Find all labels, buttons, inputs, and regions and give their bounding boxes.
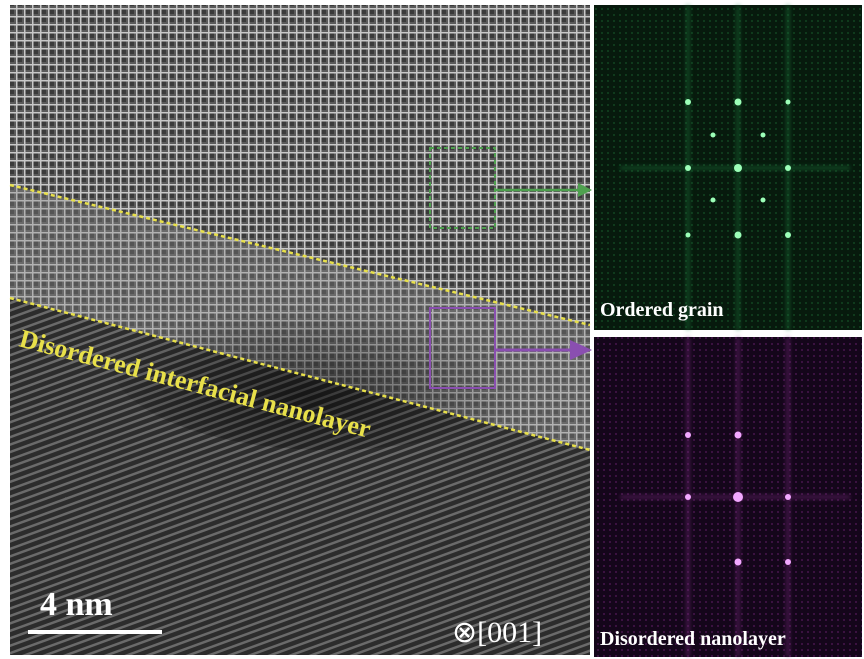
figure: Disordered interfacial nanolayer 4 nm ⊗[… [0, 0, 864, 659]
panel-label: Ordered grain [600, 299, 724, 321]
micrograph: Disordered interfacial nanolayer 4 nm ⊗[… [10, 5, 592, 655]
scale-bar-label: 4 nm [40, 586, 113, 623]
fft-ordered: Ordered grain [594, 5, 862, 330]
panel-label: Disordered nanolayer [600, 628, 786, 650]
zone-axis: ⊗[001] [452, 616, 542, 649]
fft-disordered: Disordered nanolayer [594, 337, 862, 657]
